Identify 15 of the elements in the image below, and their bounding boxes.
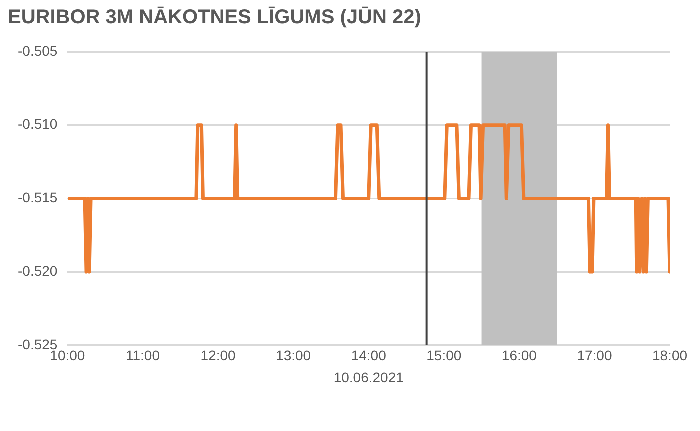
- x-tick-label: 15:00: [426, 348, 462, 364]
- x-tick-label: 16:00: [502, 348, 538, 364]
- x-axis-title: 10.06.2021: [334, 369, 404, 386]
- x-tick-label: 13:00: [276, 348, 312, 364]
- y-tick-label: -0.515: [18, 190, 58, 206]
- x-tick-label: 18:00: [652, 348, 688, 364]
- x-tick-label: 14:00: [351, 348, 387, 364]
- x-tick-label: 17:00: [577, 348, 612, 364]
- x-tick-label: 12:00: [200, 348, 236, 364]
- x-tick-label: 11:00: [126, 348, 160, 364]
- y-tick-label: -0.520: [18, 262, 58, 279]
- chart-title: EURIBOR 3M NĀKOTNES LĪGUMS (JŪN 22): [8, 6, 422, 29]
- y-tick-label: -0.510: [18, 116, 58, 132]
- y-tick-label: -0.525: [18, 336, 58, 352]
- y-tick-label: -0.505: [18, 42, 58, 59]
